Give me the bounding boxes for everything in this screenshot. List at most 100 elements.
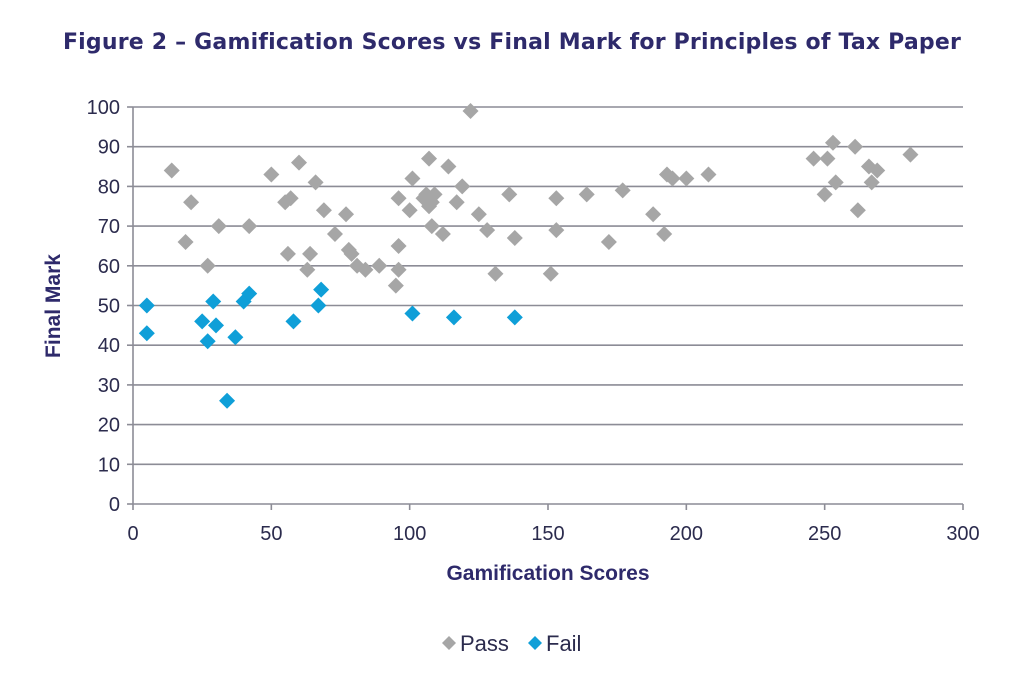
pass-point — [241, 218, 258, 235]
y-tick-label: 50 — [98, 296, 120, 318]
legend: Pass Fail — [442, 631, 581, 656]
pass-point — [824, 134, 841, 151]
pass-point — [307, 174, 324, 191]
pass-point — [423, 218, 440, 235]
fail-point — [404, 305, 421, 322]
pass-point — [902, 146, 919, 163]
pass-point — [614, 182, 631, 199]
fail-point — [199, 333, 216, 350]
y-tick-label: 30 — [98, 375, 120, 397]
y-tick-label: 100 — [87, 97, 120, 119]
pass-point — [371, 257, 388, 274]
axes — [127, 106, 964, 510]
pass-point — [401, 202, 418, 219]
fail-point — [219, 392, 236, 409]
pass-point — [863, 174, 880, 191]
fail-point — [506, 309, 523, 326]
y-tick-label: 70 — [98, 216, 120, 238]
pass-point — [827, 174, 844, 191]
y-tick-label: 10 — [98, 454, 120, 476]
y-tick-label: 40 — [98, 335, 120, 357]
legend-label-pass: Pass — [460, 631, 509, 656]
pass-point — [343, 245, 360, 262]
fail-point — [227, 329, 244, 346]
pass-point — [470, 206, 487, 223]
fail-point — [138, 297, 155, 314]
legend-item-pass: Pass — [442, 631, 509, 656]
x-tick-label: 300 — [946, 523, 979, 545]
pass-point — [357, 261, 374, 278]
x-tick-label: 0 — [127, 523, 138, 545]
pass-point — [656, 226, 673, 243]
x-tick-label: 150 — [531, 523, 564, 545]
x-tick-label: 250 — [808, 523, 841, 545]
fail-point — [241, 285, 258, 302]
pass-point — [421, 150, 438, 167]
legend-marker-fail — [528, 636, 542, 650]
pass-point — [542, 265, 559, 282]
pass-point — [578, 186, 595, 203]
pass-point — [183, 194, 200, 211]
pass-point — [338, 206, 355, 223]
fail-point — [313, 281, 330, 298]
fail-point — [208, 317, 224, 334]
pass-point — [548, 222, 565, 239]
fail-point — [310, 297, 327, 314]
gridlines — [133, 106, 963, 466]
pass-point — [426, 186, 443, 203]
fail-point — [205, 293, 222, 310]
pass-point — [869, 162, 886, 179]
pass-point — [434, 226, 451, 243]
pass-point — [849, 202, 866, 219]
x-axis-title: Gamification Scores — [446, 562, 649, 585]
pass-point — [501, 186, 518, 203]
pass-point — [847, 138, 864, 155]
y-tick-label: 90 — [98, 137, 120, 159]
pass-point — [506, 230, 523, 247]
pass-point — [664, 170, 681, 187]
pass-point — [700, 166, 717, 183]
legend-marker-pass — [442, 636, 456, 650]
y-tick-label: 20 — [98, 415, 120, 437]
legend-label-fail: Fail — [546, 631, 581, 656]
pass-point — [282, 190, 299, 207]
pass-point — [199, 257, 216, 274]
pass-point — [404, 170, 421, 187]
pass-point — [299, 261, 316, 278]
pass-point — [805, 150, 822, 167]
pass-point — [678, 170, 695, 187]
chart-title: Figure 2 – Gamification Scores vs Final … — [62, 30, 962, 55]
y-tick-label: 60 — [98, 256, 120, 278]
pass-point — [548, 190, 565, 207]
pass-point — [600, 233, 617, 250]
pass-point — [448, 194, 465, 211]
pass-point — [440, 158, 457, 175]
x-tick-label: 50 — [260, 523, 282, 545]
y-axis-title: Final Mark — [42, 254, 65, 358]
pass-point — [315, 202, 332, 219]
pass-point — [487, 265, 504, 282]
pass-point — [462, 102, 479, 119]
fail-point — [445, 309, 462, 326]
pass-point — [279, 245, 296, 262]
pass-point — [819, 150, 836, 167]
pass-point — [302, 245, 319, 262]
pass-point — [326, 226, 343, 243]
pass-point — [163, 162, 180, 179]
pass-point — [645, 206, 662, 223]
pass-point — [390, 190, 407, 207]
pass-point — [210, 218, 227, 235]
data-points — [138, 102, 919, 409]
fail-point — [138, 325, 155, 342]
x-tick-label: 100 — [393, 523, 426, 545]
pass-point — [816, 186, 833, 203]
pass-point — [390, 261, 407, 278]
pass-point — [387, 277, 404, 294]
y-tick-label: 0 — [109, 494, 120, 516]
pass-point — [479, 222, 496, 239]
tick-labels: 0 10 20 30 40 50 60 70 80 90 100 0 50 100 150 200 250 300 — [87, 97, 980, 545]
legend-item-fail: Fail — [528, 631, 581, 656]
pass-point — [177, 233, 194, 250]
fail-point — [285, 313, 302, 330]
